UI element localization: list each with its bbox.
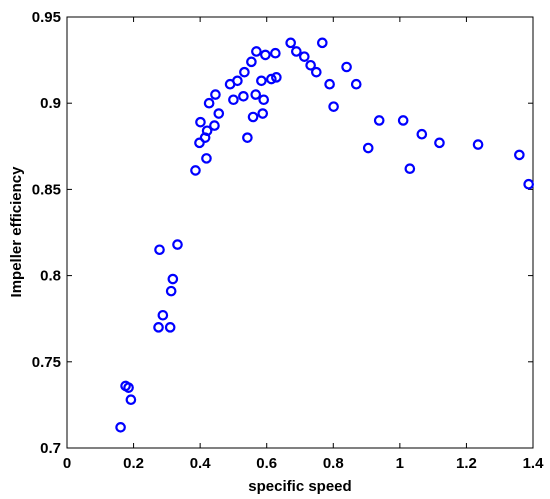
data-point [416,128,428,140]
x-axis-title: specific speed [248,478,351,495]
data-point [317,37,328,49]
data-point [213,108,225,119]
data-point [242,132,253,143]
data-point [246,56,257,68]
data-point [239,66,250,78]
data-point [165,285,177,297]
data-point [373,115,385,126]
data-point [258,94,270,106]
x-tick-label: 0.8 [323,455,344,472]
x-tick-label: 1.2 [456,455,477,472]
x-tick-label: 0.4 [190,455,212,472]
data-point [404,163,416,175]
data-point [299,51,310,62]
data-point [153,322,164,333]
y-tick-label: 0.7 [40,440,61,457]
data-point [514,149,525,161]
axis-tick-labels: 0 0.2 0.4 0.6 0.8 1 1.2 1.4 0.7 0.75 0.8 0.85 0.9 0.9… [32,9,544,472]
data-point [251,46,262,57]
data-point [201,153,212,164]
data-point [154,244,165,256]
data-point [203,97,215,109]
data-point [328,101,339,112]
data-points [115,37,534,433]
data-point [271,72,282,83]
data-point [472,139,484,150]
data-point [311,66,322,78]
data-point [523,178,534,190]
data-point [270,47,281,59]
data-point [434,137,445,149]
y-tick-label: 0.95 [32,9,61,26]
data-point [194,137,205,149]
data-point [250,89,262,100]
data-point [157,309,169,321]
data-point [341,61,352,73]
data-point [238,91,249,102]
data-point [123,382,134,393]
x-tick-label: 1 [396,455,404,472]
data-point [247,111,259,123]
data-point [210,89,221,100]
data-point [350,78,362,90]
plot-area [66,16,534,449]
data-point [257,108,269,119]
data-point [228,94,239,106]
data-point [305,59,316,71]
data-point [201,125,213,137]
y-tick-label: 0.9 [40,95,61,112]
data-point [115,422,126,433]
data-point [324,78,335,90]
data-point [167,273,179,285]
data-point [195,116,206,128]
data-point [291,46,302,57]
y-axis-title: Impeller efficiency [8,166,25,298]
x-tick-label: 1.4 [523,455,545,472]
x-tick-label: 0.2 [123,455,144,472]
x-tick-label: 0.6 [256,455,277,472]
data-point [260,49,271,61]
data-point [232,75,243,87]
data-point [285,37,296,49]
data-point [209,120,220,131]
axis-ticks [66,16,534,449]
data-point [190,165,201,176]
y-tick-label: 0.85 [32,181,61,198]
data-point [172,239,183,250]
x-tick-label: 0 [63,455,71,472]
y-tick-label: 0.8 [40,268,61,285]
data-point [125,394,137,406]
data-point [362,142,374,154]
data-point [397,115,409,126]
data-point [164,322,176,333]
plot-frame [66,16,534,449]
data-point [266,73,277,85]
y-tick-label: 0.75 [32,354,61,371]
data-point [256,75,267,87]
